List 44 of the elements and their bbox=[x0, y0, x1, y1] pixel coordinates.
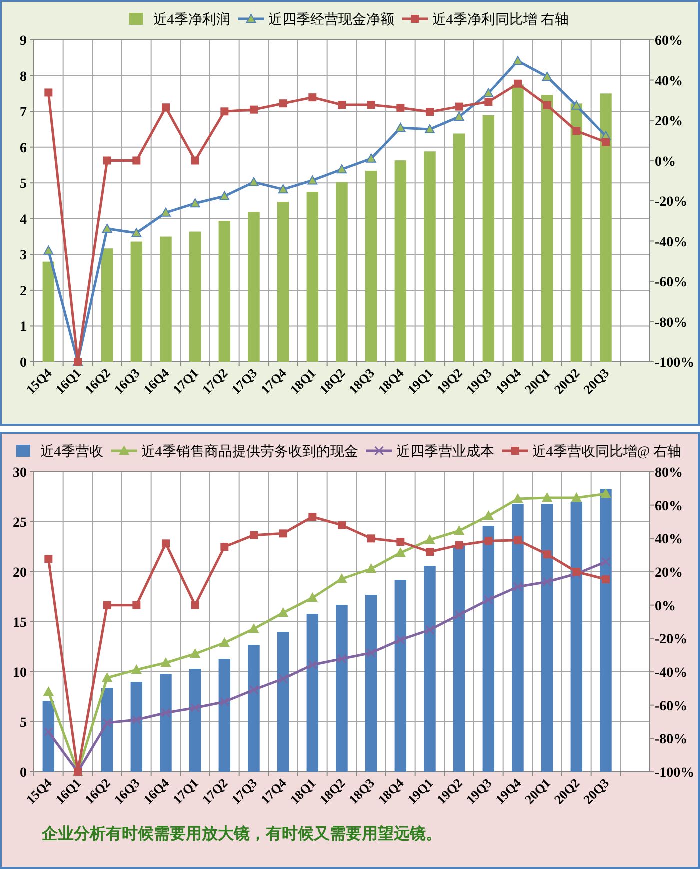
y-tick-label: 4 bbox=[20, 212, 27, 228]
y2-tick-label: -40% bbox=[655, 666, 688, 681]
y2-tick-label: 80% bbox=[655, 466, 683, 481]
y2-tick-label: 0% bbox=[655, 599, 676, 614]
y-tick-label: 5 bbox=[20, 716, 27, 731]
y2-tick-label: -80% bbox=[655, 732, 688, 748]
y-tick-label: 5 bbox=[20, 177, 27, 192]
legend-label: 近4季营收同比增@ 右轴 bbox=[532, 444, 682, 460]
y-tick-label: 2 bbox=[20, 284, 27, 300]
y2-tick-label: -100% bbox=[655, 356, 695, 371]
y2-tick-label: 20% bbox=[655, 566, 683, 581]
y2-tick-label: 60% bbox=[655, 499, 683, 514]
y2-tick-label: 20% bbox=[655, 114, 683, 130]
y-tick-label: 25 bbox=[13, 516, 27, 531]
y-tick-label: 1 bbox=[20, 320, 27, 336]
legend-label: 近4季销售商品提供劳务收到的现金 bbox=[141, 444, 358, 460]
y2-tick-label: -60% bbox=[655, 699, 688, 714]
y2-tick-label: -100% bbox=[655, 766, 695, 781]
y-tick-label: 8 bbox=[20, 70, 27, 85]
legend-label: 近四季营业成本 bbox=[396, 444, 494, 460]
y2-tick-label: 40% bbox=[655, 532, 683, 548]
y2-tick-label: -20% bbox=[655, 632, 688, 648]
legend-label: 近4季净利同比增 右轴 bbox=[432, 12, 569, 28]
y2-tick-label: -80% bbox=[655, 316, 688, 331]
y-tick-label: 15 bbox=[13, 616, 27, 631]
y2-tick-label: 60% bbox=[655, 34, 683, 49]
y2-tick-label: -60% bbox=[655, 276, 688, 290]
y-tick-label: 9 bbox=[20, 34, 27, 49]
y-tick-label: 0 bbox=[20, 766, 27, 781]
y-tick-label: 20 bbox=[13, 566, 27, 581]
legend-label: 近四季经营现金净额 bbox=[268, 12, 394, 28]
text: 企业分析有时候需要用放大镜，有时候又需要用望远镜。 bbox=[41, 825, 442, 843]
legend-label: 近4季营收 bbox=[40, 444, 104, 460]
legend-label: 近4季净利润 bbox=[153, 12, 230, 28]
y-tick-label: 30 bbox=[13, 466, 27, 481]
y-tick-label: 6 bbox=[20, 141, 27, 156]
y2-tick-label: -20% bbox=[655, 195, 688, 210]
y2-tick-label: 0% bbox=[655, 154, 676, 170]
y2-tick-label: -40% bbox=[655, 235, 688, 250]
y-tick-label: 10 bbox=[13, 666, 27, 681]
y-tick-label: 0 bbox=[20, 356, 27, 371]
y-tick-label: 3 bbox=[20, 248, 27, 264]
y2-tick-label: 40% bbox=[655, 74, 683, 90]
y-tick-label: 7 bbox=[20, 106, 27, 121]
